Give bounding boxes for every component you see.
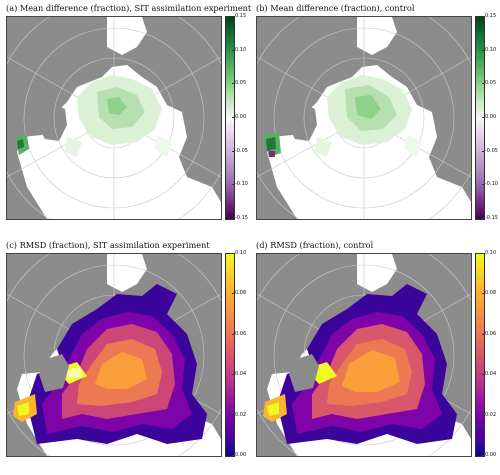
panel-c: (c) RMSD (fraction), SIT assimilation ex… bbox=[0, 237, 250, 472]
colorbar bbox=[475, 16, 485, 220]
polar-map bbox=[257, 17, 471, 219]
colorbar-tick: 0.06 bbox=[231, 330, 247, 337]
polar-map bbox=[7, 17, 221, 219]
colorbar-tick: 0.10 bbox=[231, 46, 247, 53]
colorbar bbox=[225, 16, 235, 220]
rmsd-field bbox=[263, 284, 457, 444]
colorbar-tick: -0.10 bbox=[232, 181, 248, 188]
colorbar-ticks: 0.10 0.08 0.06 0.04 0.02 0.00 bbox=[231, 250, 257, 458]
polar-map bbox=[257, 254, 471, 456]
colorbar bbox=[475, 253, 485, 457]
panel-title: (a) Mean difference (fraction), SIT assi… bbox=[6, 3, 252, 13]
colorbar-tick: 0.10 bbox=[481, 250, 497, 256]
colorbar-tick: 0.00 bbox=[481, 452, 497, 458]
colorbar-tick: 0.04 bbox=[481, 371, 497, 378]
colorbar bbox=[225, 253, 235, 457]
colorbar-tick: 0.00 bbox=[481, 114, 497, 120]
difference-field bbox=[15, 75, 172, 157]
colorbar-tick: 0.05 bbox=[231, 80, 247, 87]
colorbar-tick: -0.05 bbox=[482, 147, 498, 154]
colorbar-tick: 0.00 bbox=[231, 114, 247, 120]
greenland bbox=[37, 103, 67, 141]
map-panel-d bbox=[256, 253, 472, 457]
colorbar-tick: 0.05 bbox=[481, 80, 497, 87]
map-panel-b bbox=[256, 16, 472, 220]
ocean-pacific bbox=[357, 17, 397, 55]
colorbar-tick: -0.05 bbox=[232, 147, 248, 154]
colorbar-ticks: 0.15 0.10 0.05 0.00 -0.05 -0.10 -0.15 bbox=[231, 13, 257, 221]
colorbar-tick: 0.08 bbox=[481, 290, 497, 297]
panel-b: (b) Mean difference (fraction), control bbox=[250, 0, 500, 232]
colorbar-tick: 0.08 bbox=[231, 290, 247, 297]
difference-field bbox=[263, 75, 422, 157]
colorbar-tick: 0.10 bbox=[481, 46, 497, 53]
map-panel-a bbox=[6, 16, 222, 220]
colorbar-tick: 0.15 bbox=[231, 13, 247, 19]
ocean-pacific bbox=[107, 254, 147, 292]
greenland bbox=[39, 354, 69, 392]
colorbar-ticks: 0.15 0.10 0.05 0.00 -0.05 -0.10 -0.15 bbox=[481, 13, 500, 221]
colorbar-tick: -0.15 bbox=[482, 215, 498, 221]
greenland bbox=[287, 103, 317, 141]
colorbar-tick: 0.00 bbox=[231, 452, 247, 458]
panel-title: (d) RMSD (fraction), control bbox=[256, 240, 374, 250]
panel-d: (d) RMSD (fraction), control bbox=[250, 237, 500, 472]
colorbar-tick: -0.10 bbox=[482, 181, 498, 188]
greenland bbox=[289, 354, 319, 392]
ocean-pacific bbox=[357, 254, 397, 292]
polar-map bbox=[7, 254, 221, 456]
panel-a: (a) Mean difference (fraction), SIT assi… bbox=[0, 0, 252, 232]
ocean-pacific bbox=[107, 17, 147, 55]
colorbar-ticks: 0.10 0.08 0.06 0.04 0.02 0.00 bbox=[481, 250, 500, 458]
map-panel-c bbox=[6, 253, 222, 457]
rmsd-field bbox=[13, 284, 207, 444]
colorbar-tick: 0.15 bbox=[481, 13, 497, 19]
colorbar-tick: 0.04 bbox=[231, 371, 247, 378]
colorbar-tick: 0.02 bbox=[481, 411, 497, 418]
panel-title: (c) RMSD (fraction), SIT assimilation ex… bbox=[6, 240, 210, 250]
colorbar-tick: 0.10 bbox=[231, 250, 247, 256]
colorbar-tick: -0.15 bbox=[232, 215, 248, 221]
panel-title: (b) Mean difference (fraction), control bbox=[256, 3, 415, 13]
colorbar-tick: 0.06 bbox=[481, 330, 497, 337]
colorbar-tick: 0.02 bbox=[231, 411, 247, 418]
